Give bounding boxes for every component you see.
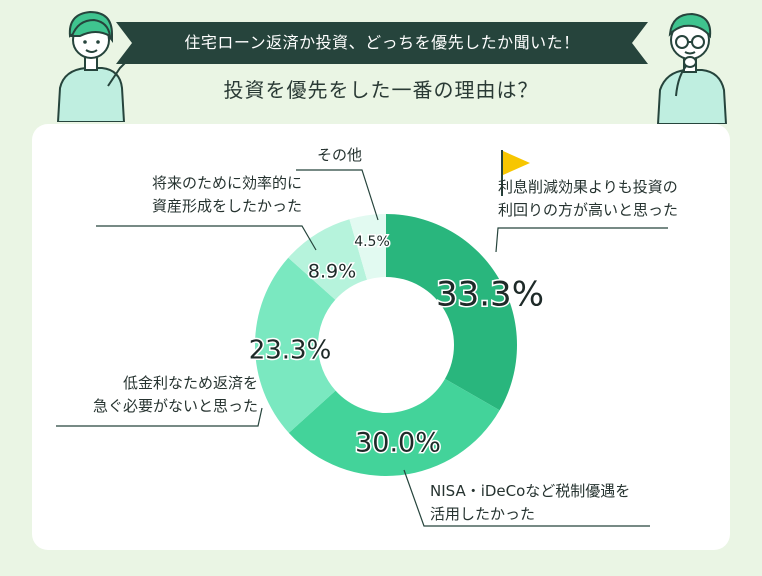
donut-slice-5 [349,214,386,280]
header-ribbon: 住宅ローン返済か投資、どっちを優先したか聞いた！ [116,22,648,64]
leader-lines [56,169,668,527]
leader-line-4 [96,225,317,251]
callout-line: 利息削減効果よりも投資の [498,178,678,196]
page-title: 投資を優先をした一番の理由は？ [223,78,539,102]
callout-label-4: 将来のために効率的に 資産形成をしたかった [152,172,302,218]
leader-line-5 [296,169,379,221]
leader-line-2 [403,469,650,527]
donut-slice-3 [254,257,336,433]
leader-line-1 [495,227,668,253]
percentage-label-5: 4.5% [354,234,390,250]
percentage-label-4: 8.9% [308,261,356,283]
man-thinking-illustration [656,12,728,124]
ribbon-title: 住宅ローン返済か投資、どっちを優先したか聞いた！ [184,33,580,52]
ribbon-shape [116,22,648,64]
callout-label-2: NISA・iDeCoなど税制優遇を 活用したかった [430,480,630,526]
woman-pointing-illustration [56,10,136,122]
callout-line: 低金利なため返済を [122,374,258,392]
chart-card [32,124,730,550]
callout-line: 資産形成をしたかった [151,197,302,215]
percentage-label-1: 33.3% [436,275,544,315]
callout-line: 将来のために効率的に [151,174,302,192]
donut-slice-2 [288,378,500,476]
callout-label-1: 利息削減効果よりも投資の 利回りの方が高いと思った [498,176,678,222]
donut-slices [254,214,517,476]
percentage-labels: 33.3% 30.0% 23.3% 8.9% 4.5% [247,233,545,461]
callout-label-3: 低金利なため返済を急ぐ必要がないと思った [93,372,258,418]
donut-slice-1 [386,214,517,411]
donut-slice-4 [288,219,368,300]
callout-label-5: その他 [317,144,362,167]
callout-line: NISA・iDeCoなど税制優遇を [430,482,631,500]
flag-icon [501,150,530,196]
callout-line: その他 [316,146,362,164]
callout-line: 急ぐ必要がないと思った [92,397,258,415]
callout-line: 活用したかった [430,505,536,523]
percentage-label-3: 23.3% [249,336,332,366]
percentage-label-2: 30.0% [355,428,441,459]
callout-line: 利回りの方が高いと思った [498,201,679,219]
leader-line-3 [56,407,263,427]
